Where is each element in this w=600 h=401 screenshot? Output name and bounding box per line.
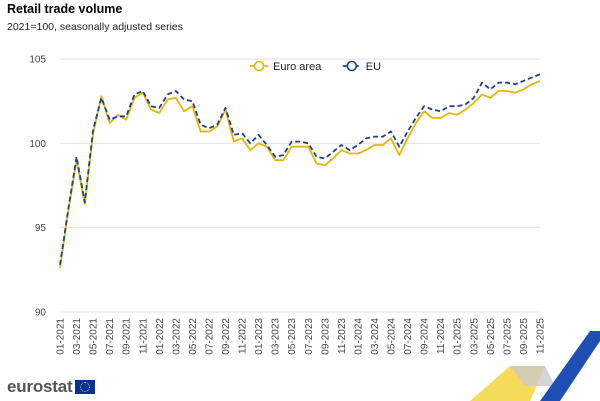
series-line-euro-area [59, 80, 541, 269]
eu-flag-icon [75, 380, 96, 394]
x-tick-label: 11-2023 [337, 318, 348, 354]
x-tick-label: 07-2024 [403, 318, 414, 355]
legend-label-euro-area: Euro area [273, 61, 322, 73]
logo-text: eurostat [7, 377, 73, 396]
chart-title: Retail trade volume [7, 2, 123, 16]
legend-marker-euro-area [253, 60, 265, 72]
legend-marker-eu [346, 60, 358, 72]
x-tick-label: 01-2025 [453, 318, 464, 355]
x-tick-label: 11-2022 [238, 318, 249, 354]
x-tick-label: 11-2025 [536, 318, 547, 354]
x-tick-label: 05-2023 [287, 318, 298, 355]
x-tick-label: 11-2024 [436, 318, 447, 354]
x-tick-label: 09-2023 [320, 318, 331, 355]
x-tick-label: 09-2025 [519, 318, 530, 355]
x-tick-label: 07-2022 [204, 318, 215, 355]
x-tick-label: 03-2025 [469, 318, 480, 355]
x-tick-label: 09-2021 [122, 318, 133, 355]
x-tick-label: 05-2025 [486, 318, 497, 355]
legend-label-eu: EU [366, 61, 381, 73]
y-tick-label: 95 [35, 223, 47, 234]
x-tick-label: 03-2023 [271, 318, 282, 355]
x-tick-label: 07-2021 [105, 318, 116, 355]
x-tick-label: 03-2024 [370, 318, 381, 355]
x-tick-label: 11-2021 [138, 318, 149, 354]
eurostat-logo: eurostat [7, 377, 96, 397]
x-tick-label: 01-2022 [155, 318, 166, 355]
x-tick-label: 05-2021 [89, 318, 100, 355]
x-tick-label: 03-2022 [171, 318, 182, 355]
x-tick-label: 01-2021 [56, 318, 67, 355]
x-tick-label: 03-2021 [72, 318, 83, 355]
x-tick-label: 01-2024 [353, 318, 364, 355]
x-tick-label: 05-2022 [188, 318, 199, 355]
y-tick-label: 105 [29, 55, 46, 66]
x-tick-label: 05-2024 [387, 318, 398, 355]
series-line-eu [59, 73, 541, 265]
x-tick-label: 01-2023 [254, 318, 265, 355]
x-tick-label: 07-2025 [502, 318, 513, 355]
y-tick-label: 90 [35, 308, 47, 319]
chart-subtitle: 2021=100, seasonally adjusted series [7, 21, 183, 33]
x-tick-label: 09-2022 [221, 318, 232, 355]
y-tick-label: 100 [29, 139, 46, 150]
x-tick-label: 07-2023 [304, 318, 315, 355]
x-tick-label: 09-2024 [420, 318, 431, 355]
decorative-ribbon-icon [470, 331, 600, 401]
